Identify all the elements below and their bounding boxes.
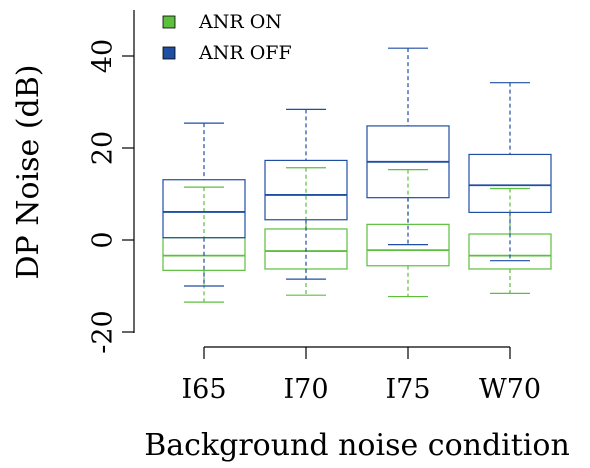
legend-label-anr-on: ANR ON	[198, 11, 282, 33]
iqr-box	[162, 179, 246, 239]
box-anr-off-i65	[162, 122, 246, 287]
y-tick-label: 40	[88, 39, 119, 73]
box-anr-off-w70	[468, 82, 552, 262]
box-anr-on-i65	[162, 186, 246, 303]
legend-swatch-anr-on	[162, 15, 176, 29]
iqr-box	[264, 159, 348, 221]
legend-label-anr-off: ANR OFF	[198, 42, 292, 64]
plot-area	[162, 47, 552, 303]
y-tick-label: -20	[88, 310, 119, 353]
x-tick-label: I65	[181, 374, 226, 405]
x-tick-label: W70	[479, 374, 541, 405]
legend-swatch-anr-off	[162, 46, 176, 60]
x-axis-title: Background noise condition	[144, 428, 570, 463]
y-tick-label: 0	[88, 231, 119, 248]
box-anr-on-i75	[366, 169, 450, 298]
iqr-box	[468, 153, 552, 214]
iqr-box	[366, 223, 450, 267]
box-anr-off-i75	[366, 47, 450, 246]
box-anr-off-i70	[264, 108, 348, 280]
x-tick-label: I75	[385, 374, 430, 405]
y-axis-title: DP Noise (dB)	[11, 64, 46, 279]
x-axis-ticks: I65 I70 I75 W70	[181, 347, 541, 405]
y-tick-label: 20	[88, 131, 119, 165]
y-axis-ticks: -20 0 20 40	[88, 39, 134, 354]
iqr-box	[468, 233, 552, 270]
legend: ANR ON ANR OFF	[162, 11, 292, 64]
x-tick-label: I70	[283, 374, 328, 405]
